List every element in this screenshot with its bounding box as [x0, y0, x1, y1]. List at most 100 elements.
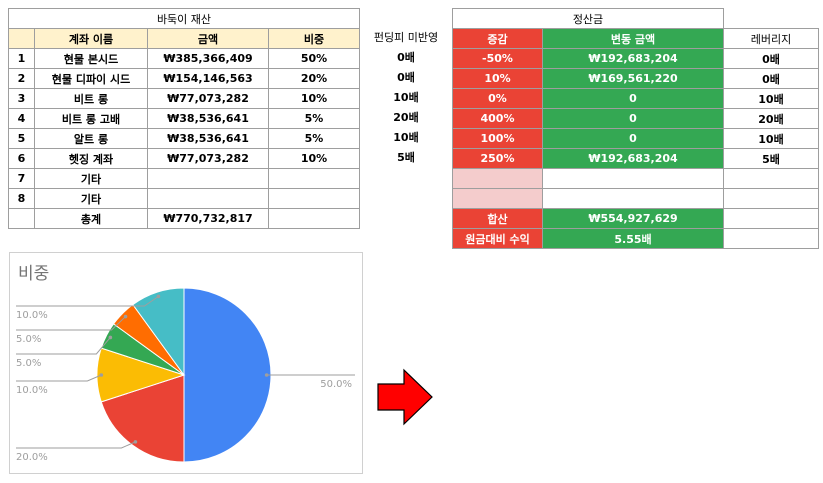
total-amount[interactable]: ₩770,732,817: [147, 208, 269, 229]
header-amount[interactable]: 금액: [147, 28, 269, 49]
account-name[interactable]: 현물 디파이 시드: [34, 68, 148, 89]
change-cell[interactable]: -50%: [452, 48, 543, 69]
account-name[interactable]: 기타: [34, 188, 148, 209]
change-amount-cell[interactable]: 0: [542, 128, 724, 149]
return-label[interactable]: 원금대비 수익: [452, 228, 543, 249]
leverage-cell[interactable]: 0배: [723, 48, 819, 69]
amount-cell[interactable]: ₩154,146,563: [147, 68, 269, 89]
amount-cell[interactable]: ₩38,536,641: [147, 128, 269, 149]
weight-cell[interactable]: 5%: [268, 108, 360, 129]
return-row: 원금대비 수익 5.55배: [452, 228, 819, 249]
change-amount-cell[interactable]: 0: [542, 88, 724, 109]
table-row: [452, 168, 819, 189]
weight-cell[interactable]: 5%: [268, 128, 360, 149]
empty-amount-cell[interactable]: [542, 168, 724, 189]
amount-cell[interactable]: [147, 188, 269, 209]
table-row: 5 알트 롱 ₩38,536,641 5%: [8, 128, 360, 149]
weight-cell[interactable]: [268, 188, 360, 209]
weight-cell[interactable]: [268, 168, 360, 189]
header-account-name[interactable]: 계좌 이름: [34, 28, 148, 49]
table-row: 7 기타: [8, 168, 360, 189]
weight-cell[interactable]: 10%: [268, 148, 360, 169]
row-number[interactable]: 7: [8, 168, 35, 189]
pie-slice-label: 20.0%: [16, 452, 48, 463]
row-number[interactable]: 3: [8, 88, 35, 109]
row-number[interactable]: 2: [8, 68, 35, 89]
empty-change-cell[interactable]: [452, 188, 543, 209]
pie-slice[interactable]: [100, 374, 185, 463]
weight-cell[interactable]: 20%: [268, 68, 360, 89]
change-cell[interactable]: 100%: [452, 128, 543, 149]
pie-slice[interactable]: [183, 287, 272, 463]
account-name[interactable]: 알트 롱: [34, 128, 148, 149]
table-row: 4 비트 롱 고배 ₩38,536,641 5%: [8, 108, 360, 129]
return-value[interactable]: 5.55배: [542, 228, 724, 249]
account-name[interactable]: 현물 본시드: [34, 48, 148, 69]
funding-value[interactable]: 5배: [397, 151, 415, 164]
amount-cell[interactable]: ₩77,073,282: [147, 88, 269, 109]
change-cell[interactable]: 10%: [452, 68, 543, 89]
leverage-cell[interactable]: 20배: [723, 108, 819, 129]
amount-cell[interactable]: ₩38,536,641: [147, 108, 269, 129]
row-number[interactable]: 8: [8, 188, 35, 209]
weight-cell[interactable]: 50%: [268, 48, 360, 69]
change-cell[interactable]: 0%: [452, 88, 543, 109]
total-weight-cell[interactable]: [268, 208, 360, 229]
table-row: 8 기타: [8, 188, 360, 209]
leverage-cell[interactable]: 10배: [723, 88, 819, 109]
total-label[interactable]: 총계: [34, 208, 148, 229]
sum-blank-cell[interactable]: [723, 208, 819, 229]
leverage-cell[interactable]: 10배: [723, 128, 819, 149]
empty-amount-cell[interactable]: [542, 188, 724, 209]
funding-value[interactable]: 10배: [393, 131, 419, 144]
pie-leader-dot: [123, 314, 128, 319]
change-cell[interactable]: 400%: [452, 108, 543, 129]
funding-value[interactable]: 10배: [393, 91, 419, 104]
settlement-table-title[interactable]: 정산금: [452, 8, 724, 29]
row-number[interactable]: 5: [8, 128, 35, 149]
funding-header[interactable]: 펀딩피 미반영: [373, 31, 439, 44]
pie-slice-label: 50.0%: [320, 379, 352, 390]
change-amount-cell[interactable]: ₩192,683,204: [542, 48, 724, 69]
weight-cell[interactable]: 10%: [268, 88, 360, 109]
return-blank-cell[interactable]: [723, 228, 819, 249]
pie-slice[interactable]: [132, 287, 185, 377]
account-name[interactable]: 기타: [34, 168, 148, 189]
pie-leader-line: [16, 441, 136, 449]
header-cell-blank[interactable]: [8, 28, 35, 49]
table-row: 10% ₩169,561,220 0배: [452, 68, 819, 89]
settlement-title-row: 정산금: [452, 8, 819, 29]
row-number[interactable]: 1: [8, 48, 35, 69]
leverage-cell[interactable]: 5배: [723, 148, 819, 169]
header-leverage[interactable]: 레버리지: [723, 28, 819, 49]
change-amount-cell[interactable]: ₩192,683,204: [542, 148, 724, 169]
funding-value[interactable]: 0배: [397, 71, 415, 84]
account-name[interactable]: 비트 롱 고배: [34, 108, 148, 129]
change-amount-cell[interactable]: 0: [542, 108, 724, 129]
header-change[interactable]: 증감: [452, 28, 543, 49]
sum-value[interactable]: ₩554,927,629: [542, 208, 724, 229]
account-name[interactable]: 비트 롱: [34, 88, 148, 109]
pie-slice-label: 5.0%: [16, 358, 41, 369]
pie-chart[interactable]: 비중 50.0% 20.0% 10.0% 5.0% 5.0% 10.0%: [9, 252, 363, 474]
amount-cell[interactable]: ₩77,073,282: [147, 148, 269, 169]
account-name[interactable]: 헷징 계좌: [34, 148, 148, 169]
header-weight[interactable]: 비중: [268, 28, 360, 49]
row-number[interactable]: 4: [8, 108, 35, 129]
amount-cell[interactable]: ₩385,366,409: [147, 48, 269, 69]
change-cell[interactable]: 250%: [452, 148, 543, 169]
total-blank-cell[interactable]: [8, 208, 35, 229]
change-amount-cell[interactable]: ₩169,561,220: [542, 68, 724, 89]
funding-value[interactable]: 20배: [393, 111, 419, 124]
empty-leverage-cell[interactable]: [723, 168, 819, 189]
empty-leverage-cell[interactable]: [723, 188, 819, 209]
asset-table-title[interactable]: 바둑이 재산: [8, 8, 360, 29]
empty-change-cell[interactable]: [452, 168, 543, 189]
funding-value[interactable]: 0배: [397, 51, 415, 64]
pie-leader-line: [16, 337, 111, 355]
header-change-amount[interactable]: 변동 금액: [542, 28, 724, 49]
amount-cell[interactable]: [147, 168, 269, 189]
leverage-cell[interactable]: 0배: [723, 68, 819, 89]
sum-label[interactable]: 합산: [452, 208, 543, 229]
row-number[interactable]: 6: [8, 148, 35, 169]
